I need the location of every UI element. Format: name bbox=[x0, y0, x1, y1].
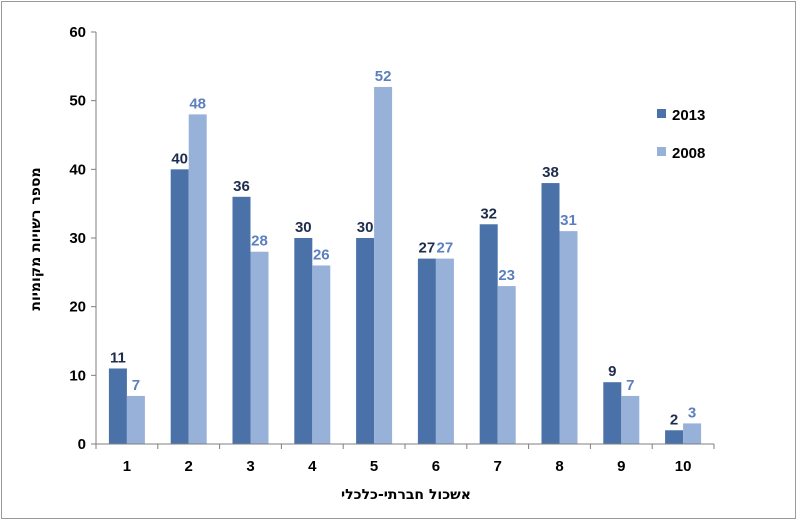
legend-swatch-2008 bbox=[657, 147, 666, 156]
legend-label-2013: 2013 bbox=[672, 107, 705, 124]
bar-2008 bbox=[683, 423, 702, 444]
bar-2013 bbox=[108, 368, 127, 444]
bar-2008 bbox=[126, 395, 145, 444]
data-label-2008: 52 bbox=[375, 68, 392, 85]
data-label-2008: 28 bbox=[251, 233, 268, 250]
y-tick-label: 20 bbox=[69, 299, 86, 316]
x-tick-label: 5 bbox=[370, 458, 378, 475]
x-tick-label: 7 bbox=[494, 458, 502, 475]
bar-2013 bbox=[417, 258, 436, 444]
data-label-2008: 23 bbox=[498, 267, 515, 284]
bar-2013 bbox=[541, 183, 560, 445]
bar-2013 bbox=[665, 430, 684, 444]
data-label-2013: 36 bbox=[233, 178, 250, 195]
data-label-2013: 9 bbox=[608, 363, 616, 380]
data-label-2008: 3 bbox=[688, 404, 696, 421]
y-tick-label: 30 bbox=[69, 230, 86, 247]
bar-2013 bbox=[170, 169, 189, 445]
bar-2008 bbox=[497, 286, 516, 444]
x-axis-title: אשכול חברתי-כלכלי bbox=[341, 487, 471, 503]
bar-2008 bbox=[374, 86, 393, 444]
bar-2008 bbox=[435, 258, 454, 444]
bar-2013 bbox=[232, 196, 251, 444]
bar-2013 bbox=[479, 224, 498, 444]
x-tick-label: 3 bbox=[246, 458, 254, 475]
data-label-2008: 7 bbox=[626, 377, 634, 394]
bar-2013 bbox=[603, 382, 622, 444]
data-label-2008: 31 bbox=[560, 212, 577, 229]
y-tick-label: 0 bbox=[78, 436, 86, 453]
y-tick-label: 40 bbox=[69, 161, 86, 178]
x-tick-label: 6 bbox=[432, 458, 440, 475]
legend-label-2008: 2008 bbox=[672, 145, 705, 162]
y-axis-title: מספר רשויות מקומיות bbox=[28, 167, 44, 310]
y-ticks-group: 0 10 20 30 40 50 60 bbox=[69, 24, 96, 453]
y-tick-label: 50 bbox=[69, 93, 86, 110]
bars-group bbox=[108, 86, 702, 445]
x-tick-label: 8 bbox=[555, 458, 563, 475]
data-label-2013: 30 bbox=[357, 219, 374, 236]
bar-2008 bbox=[559, 231, 578, 444]
data-label-2008: 48 bbox=[189, 95, 206, 112]
data-label-2008: 26 bbox=[313, 246, 330, 263]
x-tick-label: 1 bbox=[123, 458, 131, 475]
data-label-2013: 32 bbox=[480, 205, 497, 222]
bar-2008 bbox=[188, 114, 207, 445]
x-tick-label: 9 bbox=[617, 458, 625, 475]
bar-2013 bbox=[294, 238, 313, 444]
data-label-2013: 27 bbox=[419, 240, 436, 257]
bar-2008 bbox=[312, 265, 331, 444]
data-label-2013: 30 bbox=[295, 219, 312, 236]
bar-2008 bbox=[621, 395, 640, 444]
x-tick-label: 4 bbox=[308, 458, 317, 475]
x-tick-label: 2 bbox=[185, 458, 193, 475]
data-label-2013: 11 bbox=[110, 349, 126, 366]
data-label-2013: 38 bbox=[542, 164, 559, 181]
y-tick-label: 10 bbox=[69, 367, 86, 384]
data-label-2008: 27 bbox=[437, 240, 454, 257]
data-label-2008: 7 bbox=[132, 377, 140, 394]
y-tick-label: 60 bbox=[69, 24, 86, 41]
legend-swatch-2013 bbox=[657, 109, 666, 118]
bar-2013 bbox=[356, 238, 375, 444]
data-label-2013: 2 bbox=[670, 411, 678, 428]
legend: 2013 2008 bbox=[657, 107, 705, 162]
x-tick-label: 10 bbox=[675, 458, 692, 475]
data-label-2013: 40 bbox=[171, 150, 188, 167]
x-ticks-group: 1 2 3 4 5 6 7 8 9 10 bbox=[95, 444, 715, 475]
bar-2008 bbox=[250, 251, 269, 444]
